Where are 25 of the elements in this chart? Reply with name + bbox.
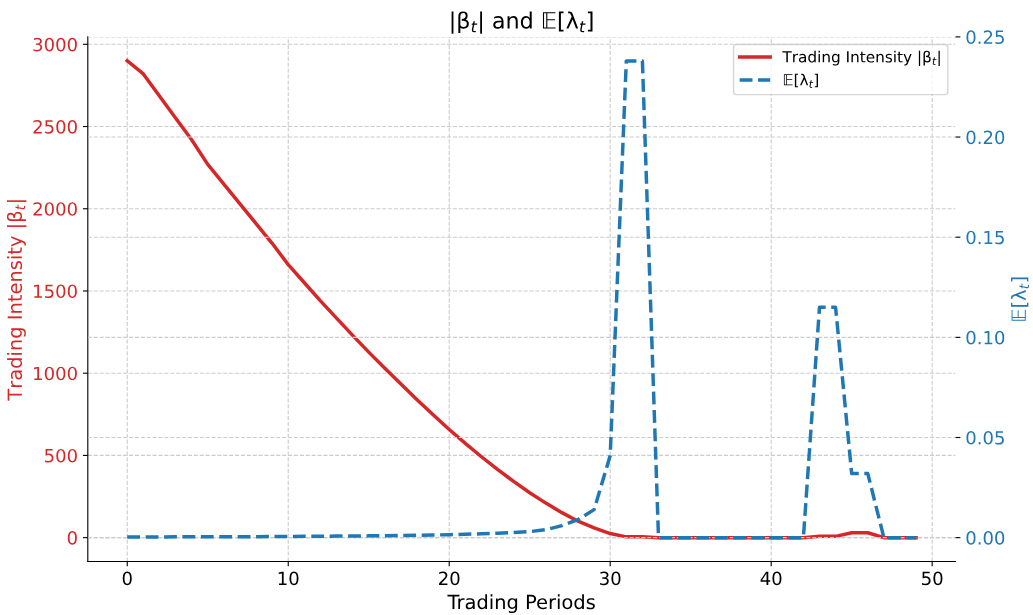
y2-tick-label: 0.05 bbox=[966, 430, 1004, 445]
x-axis-title: Trading Periods bbox=[447, 594, 595, 614]
y2-tick-label: 0.00 bbox=[966, 531, 1005, 545]
y2-tick-label: 0.10 bbox=[966, 330, 1005, 345]
x-tick-label: 30 bbox=[600, 571, 621, 586]
y2-tick-label: 0.25 bbox=[966, 30, 1004, 45]
y-tick-label: 1000 bbox=[34, 366, 77, 381]
y-tick-label: 2000 bbox=[33, 202, 77, 216]
x-tick-label: 50 bbox=[922, 571, 943, 586]
x-tick-label: 0 bbox=[122, 571, 132, 586]
y-tick-label: 3000 bbox=[33, 37, 77, 52]
y-axis-title: Trading Intensity |β$_{t}$| bbox=[6, 200, 27, 401]
legend-label: Trading Intensity |β$_{t}$| bbox=[782, 50, 940, 66]
legend-label: 𝔼[λ$_{t}$] bbox=[783, 73, 818, 88]
x-tick-label: 20 bbox=[439, 571, 460, 586]
y-tick-label: 0 bbox=[67, 531, 77, 545]
y2-tick-label: 0.15 bbox=[966, 230, 1004, 245]
x-tick-label: 10 bbox=[278, 571, 299, 586]
y-tick-label: 2500 bbox=[33, 119, 77, 134]
chart-title: |β$_{t}$| and 𝔼[λ$_{t}$] bbox=[451, 11, 593, 34]
y-tick-label: 1500 bbox=[34, 284, 77, 299]
y2-tick-label: 0.20 bbox=[966, 130, 1005, 145]
y2-axis-title: 𝔼[λ$_{t}$] bbox=[1011, 277, 1029, 321]
x-tick-label: 40 bbox=[760, 571, 782, 586]
y-tick-label: 500 bbox=[45, 448, 77, 463]
